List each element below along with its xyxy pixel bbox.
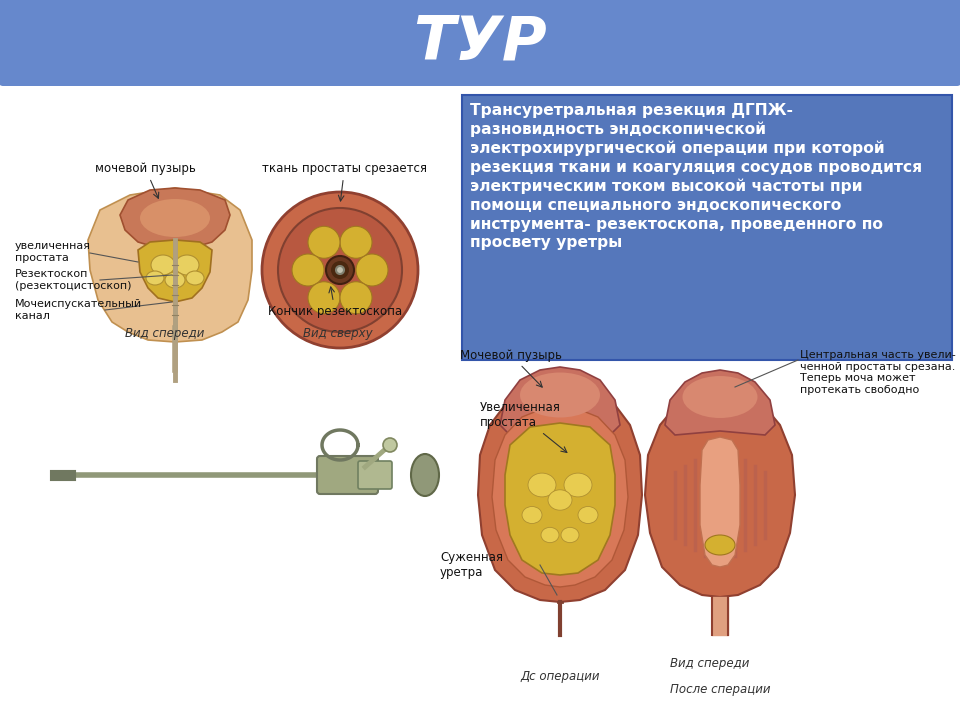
FancyBboxPatch shape: [358, 461, 392, 489]
Text: Кончик резектоскопа: Кончик резектоскопа: [268, 287, 402, 318]
Ellipse shape: [578, 506, 598, 523]
Text: Мочевой пузырь: Мочевой пузырь: [460, 348, 562, 387]
Text: Вид спереди: Вид спереди: [670, 657, 750, 670]
FancyBboxPatch shape: [0, 85, 960, 720]
Text: Увеличенная
простата: Увеличенная простата: [480, 401, 566, 452]
Circle shape: [340, 226, 372, 258]
Circle shape: [308, 282, 340, 314]
Polygon shape: [120, 188, 230, 250]
Circle shape: [356, 254, 388, 286]
Circle shape: [262, 192, 418, 348]
Polygon shape: [500, 367, 620, 435]
Polygon shape: [88, 188, 252, 342]
Text: увеличенная
простата: увеличенная простата: [15, 241, 91, 263]
Polygon shape: [645, 395, 795, 597]
Circle shape: [292, 254, 324, 286]
Polygon shape: [478, 393, 642, 602]
FancyBboxPatch shape: [462, 95, 952, 360]
Text: ТУР: ТУР: [413, 13, 547, 72]
Text: После сперации: После сперации: [670, 683, 770, 696]
Ellipse shape: [520, 372, 600, 418]
Circle shape: [278, 208, 402, 332]
Text: Вид сверху: Вид сверху: [303, 327, 372, 340]
Ellipse shape: [151, 255, 175, 275]
Circle shape: [383, 438, 397, 452]
Ellipse shape: [548, 490, 572, 510]
Ellipse shape: [683, 376, 757, 418]
Ellipse shape: [146, 271, 164, 285]
Ellipse shape: [541, 527, 559, 543]
Ellipse shape: [561, 527, 579, 543]
Ellipse shape: [165, 272, 185, 288]
Circle shape: [340, 282, 372, 314]
Circle shape: [326, 256, 354, 284]
Ellipse shape: [175, 255, 199, 275]
Circle shape: [308, 226, 340, 258]
Text: Трансуретральная резекция ДГПЖ-
разновидность эндоскопической
электрохирургическ: Трансуретральная резекция ДГПЖ- разновид…: [470, 103, 923, 250]
Ellipse shape: [705, 535, 735, 555]
Ellipse shape: [411, 454, 439, 496]
Ellipse shape: [140, 199, 210, 237]
Text: Суженная
уретра: Суженная уретра: [440, 551, 503, 579]
Polygon shape: [138, 240, 212, 302]
Polygon shape: [505, 423, 615, 575]
FancyBboxPatch shape: [0, 0, 960, 86]
Text: Дс операции: Дс операции: [520, 670, 600, 683]
Text: Вид спереди: Вид спереди: [126, 327, 204, 340]
Ellipse shape: [186, 271, 204, 285]
Text: Резектоскоп
(резектоцистоскоп): Резектоскоп (резектоцистоскоп): [15, 269, 132, 291]
Circle shape: [331, 261, 349, 279]
Polygon shape: [492, 408, 628, 587]
Text: ткань простаты срезается: ткань простаты срезается: [262, 162, 427, 201]
FancyBboxPatch shape: [317, 456, 378, 494]
Circle shape: [336, 266, 344, 274]
Ellipse shape: [528, 473, 556, 497]
Text: мочевой пузырь: мочевой пузырь: [95, 162, 196, 198]
Text: Мочеиспускательный
канал: Мочеиспускательный канал: [15, 300, 142, 321]
Ellipse shape: [564, 473, 592, 497]
Polygon shape: [665, 370, 775, 435]
Ellipse shape: [522, 506, 542, 523]
Polygon shape: [700, 437, 740, 567]
Text: Центральная часть увели-
ченной простаты срезана.
Теперь моча может
протекать св: Центральная часть увели- ченной простаты…: [800, 350, 956, 395]
